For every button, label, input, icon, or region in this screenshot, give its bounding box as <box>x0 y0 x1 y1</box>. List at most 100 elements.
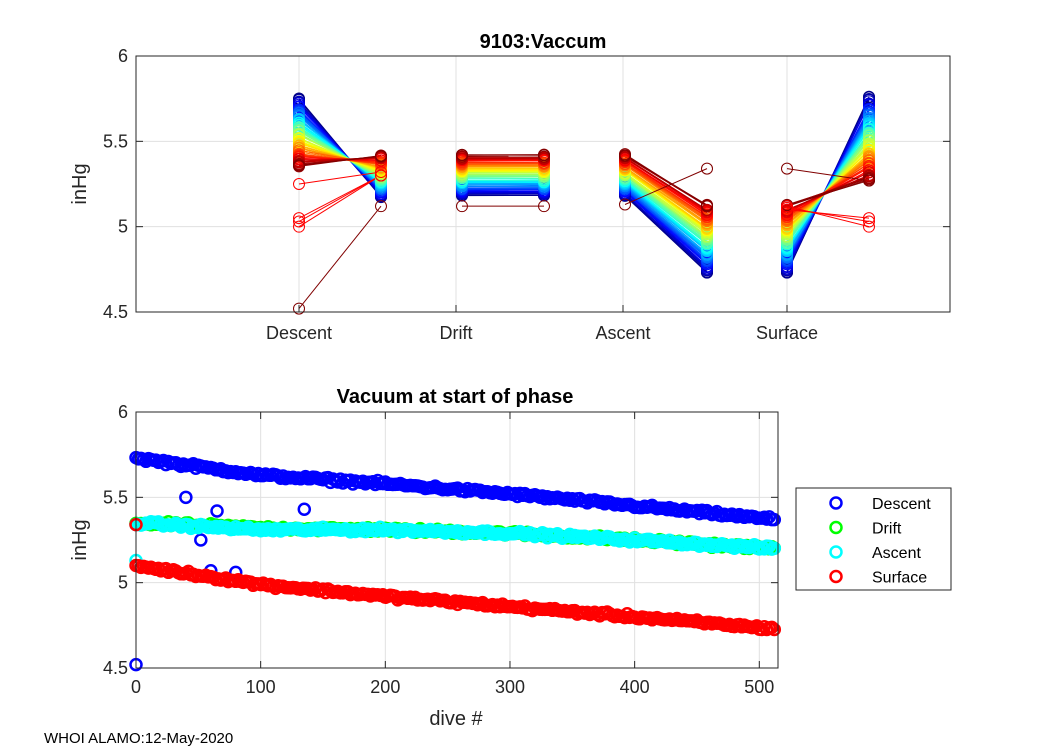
top-outlier-marker <box>701 162 713 175</box>
top-dive-segment <box>624 154 708 206</box>
bottom-x-ticks: 0 100 200 300 400 500 <box>131 412 774 697</box>
top-outlier-marker <box>619 198 631 211</box>
bottom-y-tick-label: 4.5 <box>103 658 128 678</box>
top-dive-segment <box>624 185 708 257</box>
bottom-y-axis-label: inHg <box>69 519 91 560</box>
top-dive-marker <box>863 166 875 179</box>
top-y-tick-label: 5 <box>118 217 128 237</box>
top-dive-segment <box>624 157 708 212</box>
bottom-outlier-descent <box>179 490 193 505</box>
top-dive-segment <box>624 187 708 259</box>
top-dive-marker <box>619 149 631 162</box>
top-outlier-marker <box>375 169 387 182</box>
bottom-x-tick-label: 300 <box>495 677 525 697</box>
top-outlier-segment <box>786 205 870 228</box>
top-dive-marker <box>863 134 875 147</box>
top-dive-segment <box>786 177 870 206</box>
top-outlier-segment <box>298 175 382 222</box>
top-dive-segment <box>624 175 708 241</box>
bottom-point-surface <box>765 620 779 635</box>
bottom-x-axis-label: dive # <box>429 708 483 730</box>
top-y-ticks: 4.5 5 5.5 6 <box>103 46 950 322</box>
bottom-chart: 4.5 5 5.5 6 0 100 200 300 400 500 Vacuum at star… <box>69 386 952 730</box>
top-dive-segment <box>624 180 708 248</box>
top-dive-segment <box>624 173 708 237</box>
bottom-outlier-descent <box>194 533 208 547</box>
top-outlier-marker <box>781 201 793 214</box>
bottom-axes-box <box>135 411 779 669</box>
top-dive-marker <box>701 203 713 216</box>
legend-label-descent: Descent <box>872 496 931 513</box>
top-dive-segment <box>624 173 708 235</box>
top-outlier-marker <box>375 166 387 179</box>
top-outlier-marker <box>456 200 468 213</box>
top-x-ticks: Descent Drift Ascent Surface <box>266 305 818 343</box>
top-x-tick-label: Drift <box>440 323 473 343</box>
footer-label: WHOI ALAMO:12-May-2020 <box>44 730 233 747</box>
top-dive-segment <box>461 164 545 167</box>
bottom-point-ascent <box>767 541 782 556</box>
legend-box <box>795 487 952 591</box>
legend-marker-surface <box>829 569 843 584</box>
bottom-x-tick-label: 200 <box>370 677 400 697</box>
top-dive-segment <box>624 185 708 256</box>
top-y-tick-label: 5.5 <box>103 131 128 151</box>
bottom-y-tick-label: 5 <box>118 573 128 593</box>
top-outlier-marker <box>375 200 387 213</box>
top-outlier-segment <box>786 209 870 219</box>
bottom-point-surface <box>767 622 782 637</box>
top-outlier-marker <box>863 220 875 233</box>
top-y-tick-label: 4.5 <box>103 302 128 322</box>
top-outlier-marker <box>293 220 305 233</box>
top-outlier-segment <box>298 171 382 185</box>
bottom-x-tick-label: 100 <box>246 677 276 697</box>
top-x-tick-label: Descent <box>266 323 332 343</box>
legend-label-ascent: Ascent <box>872 545 921 562</box>
top-dive-segment <box>624 195 708 273</box>
top-data-lines <box>298 96 870 309</box>
top-y-axis-label: inHg <box>69 163 91 204</box>
top-outlier-marker <box>293 302 305 315</box>
legend-label-drift: Drift <box>872 521 902 538</box>
top-dive-marker <box>701 199 713 212</box>
top-dive-segment <box>624 172 708 233</box>
top-dive-segment <box>624 168 708 229</box>
bottom-y-tick-label: 6 <box>118 402 128 422</box>
top-dive-segment <box>461 161 545 164</box>
top-dive-segment <box>624 157 708 211</box>
top-dive-marker <box>538 149 550 162</box>
top-outlier-segment <box>786 168 870 182</box>
top-outlier-marker <box>863 215 875 228</box>
top-outlier-marker <box>293 215 305 228</box>
bottom-x-tick-label: 500 <box>744 677 774 697</box>
top-dive-segment <box>624 182 708 250</box>
top-chart: 4.5 5 5.5 6 Descent Drift Ascent Surface 9103:… <box>69 31 951 343</box>
bottom-y-tick-label: 5.5 <box>103 487 128 507</box>
bottom-outlier-descent <box>210 504 224 518</box>
top-dive-segment <box>624 177 708 244</box>
top-chart-title: 9103:Vaccum <box>480 31 607 53</box>
top-dive-segment <box>298 155 382 166</box>
bottom-point-descent <box>767 512 782 527</box>
top-x-tick-label: Ascent <box>595 323 650 343</box>
top-outlier-marker <box>863 174 875 187</box>
top-outlier-segment <box>624 168 708 205</box>
bottom-data-markers <box>129 450 782 672</box>
top-dive-segment <box>624 189 708 264</box>
top-outlier-segment <box>298 175 382 228</box>
top-outlier-marker <box>293 178 305 190</box>
top-y-tick-label: 6 <box>118 46 128 66</box>
bottom-x-tick-label: 400 <box>620 677 650 697</box>
top-dive-segment <box>461 189 545 191</box>
bottom-outlier-descent <box>297 502 312 517</box>
top-dive-segment <box>624 191 708 265</box>
top-dive-segment <box>624 166 708 225</box>
legend-marker-drift <box>829 520 843 535</box>
top-outlier-marker <box>781 162 793 175</box>
top-x-tick-label: Surface <box>756 323 818 343</box>
bottom-chart-title: Vacuum at start of phase <box>337 386 574 408</box>
bottom-point-descent <box>760 512 774 526</box>
top-outlier-marker <box>538 200 550 213</box>
legend: Descent Drift Ascent Surface <box>795 487 952 591</box>
